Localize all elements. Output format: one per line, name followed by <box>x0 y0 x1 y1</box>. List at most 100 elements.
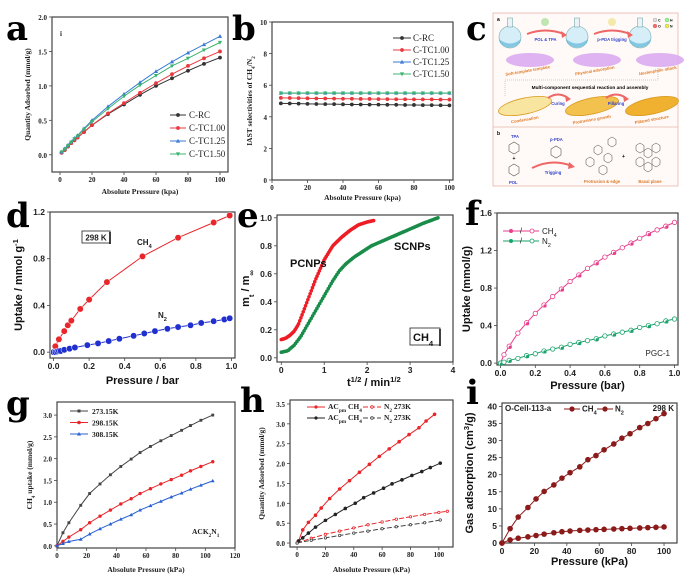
series-AC_pm CH4-point <box>417 426 421 430</box>
series-C-TC1.50-point <box>153 73 159 78</box>
series-AC_pm CH4-line <box>298 462 441 542</box>
legend-marker <box>400 36 404 40</box>
series-CH4-point <box>653 415 659 422</box>
series-C-RC-point <box>323 102 328 107</box>
series-C-RC-point <box>202 61 206 66</box>
product-ring-icon <box>593 144 603 156</box>
series-C-TC1.00-point <box>447 97 452 102</box>
series-C-TC1.25-point <box>185 50 191 55</box>
series-C-TC1.00-point <box>138 90 142 95</box>
flask-liquid <box>629 39 651 48</box>
atom-legend-label: H <box>670 19 673 23</box>
legend-label: C-TC1.50 <box>413 69 450 79</box>
series-C-RC-point <box>447 103 452 108</box>
series-N2-desorption-point <box>567 341 573 347</box>
x-tick-label: 20 <box>304 184 312 192</box>
atom-legend-label: N <box>670 25 673 29</box>
series-C-TC1.00-point <box>287 96 292 100</box>
template-disc <box>573 53 621 67</box>
series-N2 273K-point <box>437 510 441 515</box>
x-tick-label: 80 <box>185 176 193 184</box>
series-AC_pm CH4-point <box>428 465 433 470</box>
plot-frame <box>49 211 236 359</box>
x-tick-label: 120 <box>230 552 241 560</box>
series-CH4-line <box>501 413 665 544</box>
series-298.15K-point <box>159 482 163 486</box>
y-tick-label: 1.5 <box>38 48 47 56</box>
legend-label: C-TC1.25 <box>189 136 226 146</box>
series-C-TC1.25-point <box>201 42 207 47</box>
series-273.15K-point <box>211 413 215 417</box>
series-C-TC1.00-point <box>349 96 354 101</box>
plot-frame <box>501 402 678 544</box>
x-tick-label: 1 <box>322 365 327 375</box>
series-N2 273K-point <box>366 529 370 533</box>
series-CH4-point <box>533 496 539 502</box>
series-C-TC1.00-point <box>367 97 372 101</box>
benzene-ring-icon <box>508 141 520 155</box>
legend-marker <box>175 138 181 143</box>
x-axis-label: Absolute Pressure (kPa) <box>333 565 411 574</box>
series-N2-point <box>645 524 651 531</box>
series-C-TC1.50-line <box>61 42 221 153</box>
series-N2-point <box>593 526 599 533</box>
series-PCNPs-point <box>311 282 316 287</box>
panel-letter-i: i <box>466 373 479 413</box>
step-label: p-PDA trigging <box>597 37 627 42</box>
series-308.15K-point <box>108 522 113 526</box>
series-CH4-point <box>636 424 643 431</box>
series-CH4-point <box>645 420 651 427</box>
series-C-TC1.00-point <box>323 96 328 101</box>
product-ring-icon <box>643 161 653 173</box>
legend-label: N2 273K <box>384 413 411 425</box>
panel-letter-b: b <box>232 9 256 49</box>
arrow-head <box>561 31 567 38</box>
series-C-TC1.50-point <box>331 91 337 96</box>
x-tick-label: 20 <box>530 546 540 556</box>
series-C-TC1.25-point <box>169 59 175 64</box>
series-C-RC-point <box>296 101 301 106</box>
y-tick-label: 0.6 <box>260 269 272 279</box>
series-273.15K-point <box>169 434 173 437</box>
series-N2-adsorption-point <box>647 324 652 329</box>
series-N2-desorption-point <box>602 333 608 339</box>
y-axis-label: Quantity Adsorbed (mmol/g) <box>257 427 266 520</box>
product-ring-icon <box>607 136 617 148</box>
series-PCNPs-point <box>309 288 314 293</box>
series-C-RC-point <box>358 102 363 107</box>
series-N2 273K-point <box>423 521 427 525</box>
series-CH4-point <box>585 456 591 463</box>
series-273.15K-point <box>159 439 163 443</box>
series-N2-adsorption-point <box>578 341 582 346</box>
y-tick-label: 0.0 <box>43 543 52 551</box>
reagent-icon <box>608 18 616 26</box>
series-N2-desorption-point <box>501 359 507 365</box>
series-CH4-point <box>55 335 63 343</box>
series-308.15K-point <box>148 503 153 508</box>
series-CH4-point <box>85 296 93 304</box>
x-tick-label: 0.2 <box>529 368 541 378</box>
series-N2-point <box>653 524 659 531</box>
product-ring-icon <box>651 156 661 168</box>
y-tick-label: 2.0 <box>43 456 52 464</box>
series-C-RC-point <box>314 102 319 106</box>
series-AC_pm CH4-point <box>353 501 358 506</box>
series-N2-adsorption-point <box>560 346 564 350</box>
series-N2-desorption-point <box>637 324 643 331</box>
x-tick-label: 2 <box>365 365 370 375</box>
series-C-TC1.00-point <box>412 97 416 102</box>
series-C-RC-point <box>332 102 337 107</box>
series-N2 273K-point <box>338 533 342 538</box>
series-308.15K-point <box>66 539 71 543</box>
series-298.15K-point <box>129 497 133 501</box>
x-tick-label: 60 <box>594 546 604 556</box>
x-tick-label: 0.2 <box>83 361 95 371</box>
y-tick-label: 0.0 <box>38 152 47 160</box>
series-N2 273K-point <box>423 512 427 517</box>
y-tick-label: 5 <box>492 521 497 531</box>
series-C-TC1.25-point <box>217 34 223 38</box>
series-AC_pm CH4-point <box>361 495 366 500</box>
series-N2 273K-point <box>309 538 313 542</box>
